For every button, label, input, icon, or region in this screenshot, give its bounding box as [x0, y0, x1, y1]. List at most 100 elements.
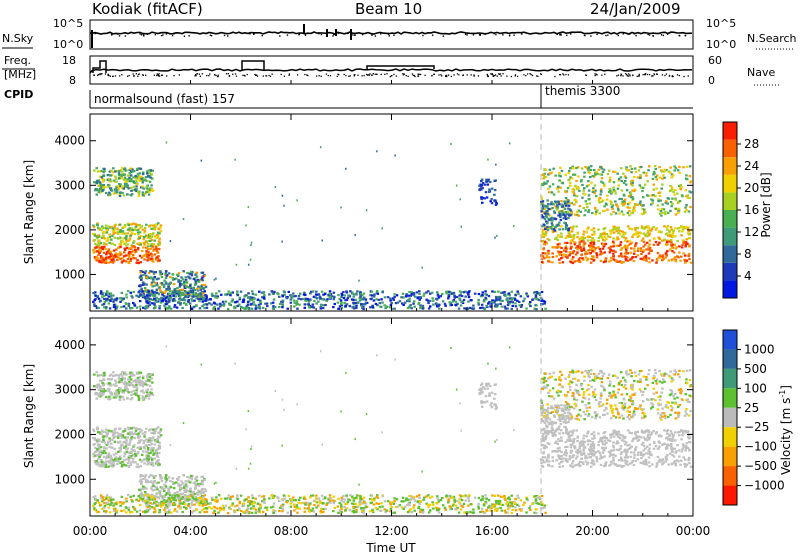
power-cell [588, 202, 591, 205]
power-cell [587, 167, 590, 170]
power-cell [148, 301, 151, 304]
nave-point [514, 75, 516, 77]
velocity-cell [484, 497, 487, 500]
velocity-cell [98, 431, 102, 434]
power-cell [548, 191, 551, 194]
power-cell [591, 250, 594, 253]
power-cell [309, 298, 312, 301]
power-cell [107, 185, 110, 189]
nave-point [208, 75, 210, 77]
power-cell [296, 199, 298, 202]
power-cell [631, 211, 634, 214]
nave-point [132, 75, 135, 77]
power-cell [413, 300, 416, 303]
power-cell [114, 175, 117, 178]
power-cell [464, 295, 467, 298]
power-cell [165, 270, 168, 273]
power-cell [561, 228, 565, 231]
nave-point [656, 73, 658, 75]
nave-point [353, 74, 355, 76]
power-cell [99, 292, 103, 295]
nave-point [173, 75, 175, 77]
velocity-cell [485, 502, 488, 505]
power-cell [640, 212, 644, 216]
velocity-cell [99, 446, 103, 449]
power-cell [596, 209, 599, 212]
power-cell [547, 173, 550, 176]
power-cell [591, 174, 595, 177]
power-cell [302, 297, 306, 300]
nave-point [361, 75, 363, 77]
power-cell [560, 257, 563, 260]
power-cell [547, 217, 550, 220]
power-cell [93, 233, 96, 236]
power-cell [629, 165, 632, 168]
nsearch-point [639, 32, 642, 35]
power-cell [577, 214, 580, 217]
power-cell [325, 299, 328, 302]
power-cell [432, 299, 435, 302]
power-cell [244, 294, 247, 297]
power-cell [615, 203, 618, 206]
velocity-cell [158, 451, 161, 455]
velocity-cell [114, 381, 118, 384]
power-cell [210, 303, 213, 306]
power-cell [575, 225, 578, 228]
power-cell [95, 245, 99, 248]
power-cell [123, 247, 126, 250]
velocity-cell [345, 507, 349, 510]
velocity-cell [123, 451, 126, 454]
nsearch-point [466, 34, 468, 36]
power-cell [106, 297, 109, 301]
nave-point [280, 73, 282, 76]
velocity-cell [123, 371, 127, 374]
power-cell [115, 170, 119, 173]
nsearch-point [622, 33, 624, 35]
power-cell [185, 281, 189, 284]
velocity-cell [141, 385, 144, 388]
power-cell [175, 292, 178, 295]
velocity-cell [188, 488, 192, 491]
power-cell [589, 252, 592, 255]
nave-point [672, 75, 674, 78]
power-cell [541, 183, 544, 187]
power-cbar-tick-label: 20 [744, 181, 759, 195]
power-cell [125, 246, 129, 250]
power-cell [144, 179, 147, 182]
velocity-cell [150, 493, 154, 496]
power-cell [400, 296, 403, 299]
velocity-cell [159, 493, 162, 496]
velocity-cell [344, 503, 347, 506]
power-cell [522, 300, 525, 303]
power-cell [177, 280, 180, 283]
velocity-cell [361, 498, 364, 501]
power-cell [581, 257, 584, 260]
power-cell [213, 278, 216, 281]
velocity-cell [159, 428, 163, 431]
power-cell [506, 300, 510, 303]
velocity-cell [190, 494, 193, 498]
power-cell [685, 204, 688, 207]
power-cell [317, 293, 321, 296]
power-cell [414, 295, 417, 298]
power-cell [581, 196, 584, 199]
power-cell [389, 299, 392, 302]
velocity-cell [153, 495, 157, 498]
velocity-cell [127, 456, 131, 459]
velocity-cell [96, 441, 99, 444]
nave-point [357, 74, 359, 76]
velocity-cell [135, 427, 139, 430]
power-cell [490, 202, 494, 205]
power-cell [402, 303, 405, 306]
power-cell [547, 187, 550, 190]
power-cell [559, 186, 562, 189]
power-cell [584, 256, 588, 259]
power-cell [338, 297, 341, 301]
power-cell [568, 235, 571, 238]
power-scatter-data [92, 141, 693, 311]
power-cell [590, 244, 594, 247]
nave-point [209, 73, 211, 75]
power-cell [663, 168, 666, 171]
power-cell [647, 229, 650, 232]
power-cell [587, 209, 591, 212]
